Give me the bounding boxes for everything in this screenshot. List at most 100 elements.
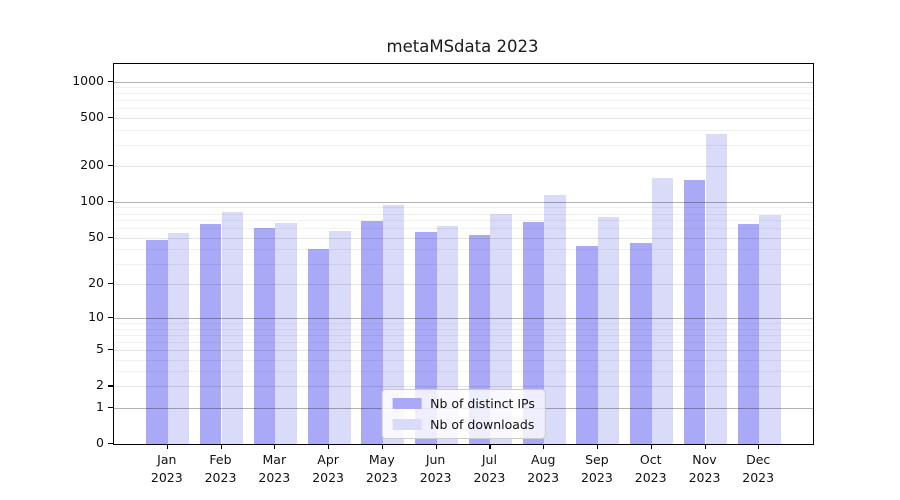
- x-tick-mark-nov: [704, 444, 706, 449]
- x-tick-mark-sep: [596, 444, 599, 449]
- gridline-6: [114, 341, 813, 343]
- x-tick-mark-dec: [758, 444, 760, 449]
- gridline-70: [114, 220, 813, 222]
- gridline-20: [114, 284, 813, 286]
- x-tick-mark-apr: [328, 444, 330, 449]
- x-tick-label-aug: Aug 2023: [527, 452, 560, 486]
- x-tick-mark-feb: [220, 444, 222, 449]
- y-tick-mark-50: [108, 236, 113, 238]
- gridline-900: [114, 87, 813, 89]
- gridline-500: [114, 117, 813, 119]
- bar-downloads-feb: [221, 212, 244, 444]
- x-tick-mark-mar: [274, 444, 276, 449]
- bar-distinct-ips-aug: [522, 221, 545, 444]
- x-tick-label-jul: Jul 2023: [473, 452, 506, 486]
- y-tick-label-1000: 1000: [72, 72, 104, 88]
- legend-label-distinct-ips: Nb of distinct IPs: [430, 396, 535, 411]
- y-tick-mark-5: [108, 349, 113, 351]
- bar-downloads-sep: [597, 216, 620, 444]
- gridline-8: [114, 328, 813, 330]
- bar-distinct-ips-may: [361, 221, 383, 444]
- gridline-4: [114, 359, 813, 361]
- y-tick-mark-200: [108, 164, 113, 166]
- gridline-90: [114, 207, 813, 209]
- y-tick-label-5: 5: [96, 341, 104, 356]
- x-tick-label-nov: Nov 2023: [688, 452, 721, 486]
- bar-downloads-apr: [329, 231, 351, 444]
- gridline-2: [114, 386, 813, 388]
- gridline-3: [114, 371, 813, 373]
- y-tick-mark-500: [108, 116, 113, 119]
- bar-distinct-ips-mar: [253, 228, 276, 444]
- y-tick-mark-0: [108, 443, 113, 445]
- x-tick-label-sep: Sep 2023: [580, 452, 613, 486]
- x-tick-label-jan: Jan 2023: [150, 452, 183, 486]
- bar-distinct-ips-apr: [307, 249, 330, 444]
- y-tick-label-20: 20: [88, 275, 104, 291]
- bar-distinct-ips-dec: [737, 223, 760, 444]
- gridline-7: [114, 334, 813, 336]
- gridline-400: [114, 129, 813, 131]
- bar-downloads-may: [382, 204, 405, 444]
- gridline-5: [114, 350, 813, 351]
- y-tick-mark-20: [108, 283, 113, 285]
- x-tick-label-may: May 2023: [365, 452, 398, 486]
- x-tick-label-feb: Feb 2023: [204, 452, 237, 486]
- x-tick-label-dec: Dec 2023: [742, 452, 775, 486]
- chart-title: metaMSdata 2023: [386, 37, 539, 56]
- gridline-1000: [114, 81, 813, 83]
- y-tick-label-100: 100: [80, 192, 104, 208]
- y-tick-mark-1: [108, 406, 113, 408]
- x-tick-mark-jan: [166, 444, 168, 449]
- gridline-50: [114, 237, 813, 239]
- y-tick-mark-100: [108, 200, 113, 203]
- bar-downloads-nov: [705, 134, 728, 444]
- gridline-700: [114, 100, 813, 102]
- bar-distinct-ips-sep: [576, 245, 598, 444]
- bar-distinct-ips-jan: [146, 239, 168, 444]
- y-tick-label-200: 200: [80, 156, 104, 172]
- x-tick-mark-jul: [489, 444, 491, 449]
- gridline-9: [114, 323, 813, 325]
- x-tick-label-oct: Oct 2023: [634, 452, 667, 486]
- y-tick-label-2: 2: [96, 377, 104, 393]
- x-tick-label-mar: Mar 2023: [258, 452, 291, 486]
- y-tick-label-0: 0: [96, 435, 104, 450]
- legend-label-downloads: Nb of downloads: [430, 417, 535, 432]
- legend-swatch-distinct-ips-icon: [392, 398, 422, 409]
- legend-entry-distinct-ips: Nb of distinct IPs: [392, 396, 535, 411]
- gridline-300: [114, 144, 813, 146]
- bar-downloads-jul: [490, 214, 512, 444]
- y-tick-label-50: 50: [88, 228, 104, 244]
- y-tick-mark-10: [108, 317, 113, 319]
- y-tick-mark-1000: [108, 80, 113, 82]
- x-tick-label-jun: Jun 2023: [419, 452, 452, 486]
- y-tick-mark-2: [108, 385, 113, 387]
- gridline-60: [114, 228, 813, 230]
- gridline-200: [114, 165, 813, 167]
- gridline-600: [114, 108, 813, 110]
- gridline-80: [114, 213, 813, 215]
- gridline-30: [114, 263, 813, 265]
- x-tick-mark-aug: [543, 444, 545, 449]
- bar-downloads-oct: [651, 177, 674, 444]
- legend-entry-downloads: Nb of downloads: [392, 417, 535, 432]
- x-tick-mark-oct: [650, 444, 652, 449]
- x-tick-mark-may: [381, 444, 383, 449]
- bar-downloads-aug: [544, 194, 566, 444]
- y-tick-label-500: 500: [80, 108, 104, 124]
- bar-downloads-jan: [167, 232, 190, 444]
- y-tick-label-10: 10: [88, 309, 104, 325]
- plot-area: Nb of distinct IPs Nb of downloads: [113, 63, 814, 445]
- gridline-10: [114, 318, 813, 320]
- bar-distinct-ips-feb: [199, 223, 222, 444]
- bar-distinct-ips-oct: [630, 243, 652, 444]
- bar-downloads-dec: [759, 214, 781, 444]
- bar-downloads-mar: [275, 222, 297, 444]
- gridline-800: [114, 93, 813, 95]
- legend: Nb of distinct IPs Nb of downloads: [381, 389, 546, 439]
- legend-swatch-downloads-icon: [392, 419, 422, 430]
- bar-distinct-ips-nov: [683, 179, 706, 444]
- x-tick-label-apr: Apr 2023: [312, 452, 344, 486]
